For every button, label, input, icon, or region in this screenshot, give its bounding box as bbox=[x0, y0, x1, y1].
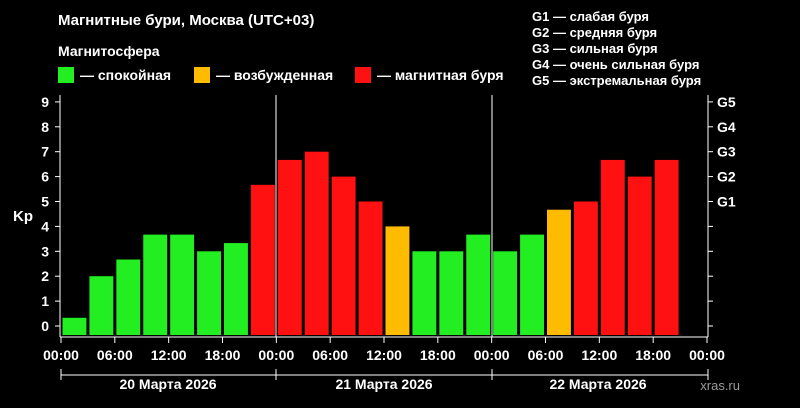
g-legend-g5: G5 — экстремальная буря bbox=[532, 73, 702, 88]
y-tick-label: 9 bbox=[41, 94, 49, 110]
day-label: 22 Марта 2026 bbox=[549, 376, 646, 392]
kp-bar bbox=[654, 159, 679, 335]
g-tick-label: G2 bbox=[717, 169, 736, 185]
x-tick-label: 06:00 bbox=[528, 347, 564, 363]
kp-bar bbox=[224, 243, 248, 335]
kp-bar bbox=[573, 201, 598, 335]
y-tick-label: 8 bbox=[41, 119, 49, 135]
kp-bar bbox=[466, 234, 491, 335]
x-tick-label: 18:00 bbox=[420, 347, 456, 363]
kp-bar bbox=[277, 159, 302, 335]
g-legend-g4: G4 — очень сильная буря bbox=[532, 57, 700, 72]
legend-label-active: — возбужденная bbox=[216, 67, 334, 83]
legend-swatch-quiet bbox=[58, 67, 74, 83]
kp-bar bbox=[412, 251, 437, 335]
kp-bar bbox=[197, 251, 221, 335]
y-tick-label: 2 bbox=[41, 268, 49, 284]
legend-item-quiet: — спокойная bbox=[58, 66, 171, 84]
day-label: 20 Марта 2026 bbox=[119, 376, 216, 392]
x-tick-label: 00:00 bbox=[474, 347, 510, 363]
legend-swatch-storm bbox=[355, 67, 371, 83]
kp-bar bbox=[304, 151, 329, 335]
x-tick-label: 12:00 bbox=[366, 347, 402, 363]
chart-title: Магнитные бури, Москва (UTC+03) bbox=[58, 12, 315, 29]
legend-item-storm: — магнитная буря bbox=[355, 66, 504, 84]
g-tick-label: G4 bbox=[717, 119, 736, 135]
kp-bar bbox=[627, 176, 652, 335]
legend-heading: Магнитосфера bbox=[58, 43, 160, 59]
kp-bar bbox=[493, 251, 518, 335]
kp-bar bbox=[547, 209, 571, 335]
day-label: 21 Марта 2026 bbox=[335, 376, 432, 392]
x-tick-label: 00:00 bbox=[43, 347, 79, 363]
kp-bar bbox=[89, 276, 114, 335]
x-tick-label: 00:00 bbox=[689, 347, 725, 363]
g-tick-label: G5 bbox=[717, 94, 736, 110]
x-tick-label: 12:00 bbox=[151, 347, 187, 363]
watermark: xras.ru bbox=[700, 378, 740, 393]
y-tick-label: 4 bbox=[41, 218, 49, 234]
g-legend-g2: G2 — средняя буря bbox=[532, 25, 658, 40]
g-legend-g1: G1 — слабая буря bbox=[532, 9, 650, 24]
x-tick-label: 06:00 bbox=[97, 347, 133, 363]
y-tick-label: 1 bbox=[41, 293, 49, 309]
y-tick-label: 7 bbox=[41, 144, 49, 160]
kp-bar bbox=[62, 317, 87, 335]
y-tick-label: 6 bbox=[41, 169, 49, 185]
x-tick-label: 12:00 bbox=[581, 347, 617, 363]
kp-bar bbox=[143, 234, 168, 335]
g-legend-g3: G3 — сильная буря bbox=[532, 41, 658, 56]
legend-item-active: — возбужденная bbox=[194, 66, 333, 84]
kp-bar bbox=[600, 159, 625, 335]
legend-label-storm: — магнитная буря bbox=[377, 67, 504, 83]
kp-bar bbox=[385, 226, 410, 335]
kp-bar bbox=[358, 201, 383, 335]
y-tick-label: 0 bbox=[41, 318, 49, 334]
kp-bar bbox=[520, 234, 544, 335]
x-tick-label: 06:00 bbox=[312, 347, 348, 363]
x-tick-label: 18:00 bbox=[635, 347, 671, 363]
x-tick-label: 18:00 bbox=[205, 347, 241, 363]
x-tick-label: 00:00 bbox=[258, 347, 294, 363]
kp-bar bbox=[439, 251, 464, 335]
y-tick-label: 5 bbox=[41, 194, 49, 210]
g-tick-label: G1 bbox=[717, 194, 736, 210]
y-tick-label: 3 bbox=[41, 243, 49, 259]
legend-label-quiet: — спокойная bbox=[80, 67, 172, 83]
kp-bar bbox=[170, 234, 195, 335]
y-axis-label: Kp bbox=[13, 208, 33, 225]
kp-bar bbox=[250, 184, 275, 335]
kp-bar bbox=[331, 176, 356, 335]
g-tick-label: G3 bbox=[717, 144, 736, 160]
kp-bar bbox=[116, 259, 141, 335]
legend-swatch-active bbox=[194, 67, 210, 83]
